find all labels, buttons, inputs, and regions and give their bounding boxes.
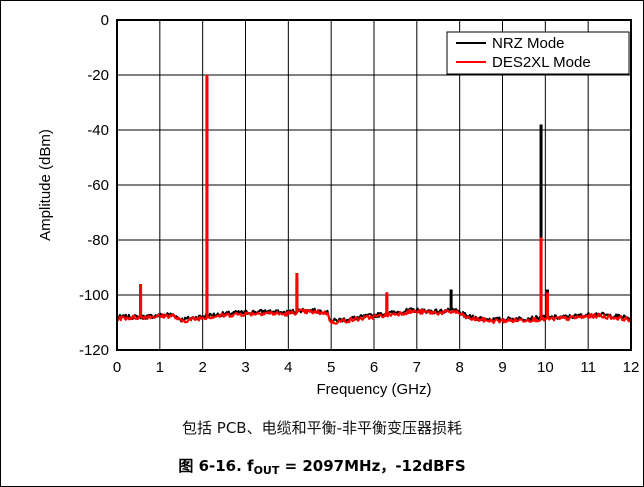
x-tick-label: 7 <box>413 359 421 376</box>
caption-subscript: OUT <box>253 464 280 477</box>
x-tick-label: 9 <box>498 359 506 376</box>
y-tick-label: -120 <box>79 342 109 359</box>
y-tick-label: -40 <box>87 122 109 139</box>
series-line-des2xl-mode <box>116 308 632 325</box>
caption-prefix: 图 6-16. f <box>178 457 254 475</box>
caption-suffix: = 2097MHz，-12dBFS <box>279 457 466 475</box>
legend-label-nrz: NRZ Mode <box>492 35 565 52</box>
x-tick-label: 8 <box>455 359 463 376</box>
series-layer <box>116 75 632 325</box>
chart: 0 1 2 3 4 5 6 7 8 9 10 11 120-20-40-60-80-100-120 Fr… <box>37 12 639 398</box>
grid <box>117 20 631 350</box>
x-tick-label: 6 <box>370 359 378 376</box>
legend-box <box>446 31 630 75</box>
y-tick-label: -80 <box>87 232 109 249</box>
y-tick-label: 0 <box>101 12 109 29</box>
x-tick-label: 10 <box>537 359 554 376</box>
figure-caption: 图 6-16. fOUT = 2097MHz，-12dBFS <box>0 455 644 477</box>
x-tick-label: 3 <box>241 359 249 376</box>
legend-label-des2xl: DES2XL Mode <box>492 54 591 71</box>
x-tick-label: 5 <box>327 359 335 376</box>
x-tick-label: 4 <box>284 359 292 376</box>
x-tick-label: 11 <box>580 359 596 376</box>
x-tick-label: 1 <box>156 359 164 376</box>
x-tick-label: 12 <box>623 359 640 376</box>
x-axis-label: Frequency (GHz) <box>316 381 431 398</box>
caption-note: 包括 PCB、电缆和平衡-非平衡变压器损耗 <box>182 419 462 437</box>
x-tick-label: 2 <box>198 359 206 376</box>
legend: NRZ Mode DES2XL Mode <box>446 31 630 75</box>
y-tick-label: -20 <box>87 67 109 84</box>
y-tick-label: -100 <box>79 287 109 304</box>
ticks: 0 1 2 3 4 5 6 7 8 9 10 11 120-20-40-60-80-100-120 <box>79 12 639 376</box>
y-axis-label: Amplitude (dBm) <box>37 129 54 241</box>
y-tick-label: -60 <box>87 177 109 194</box>
plot-border <box>116 19 632 351</box>
x-tick-label: 0 <box>113 359 121 376</box>
